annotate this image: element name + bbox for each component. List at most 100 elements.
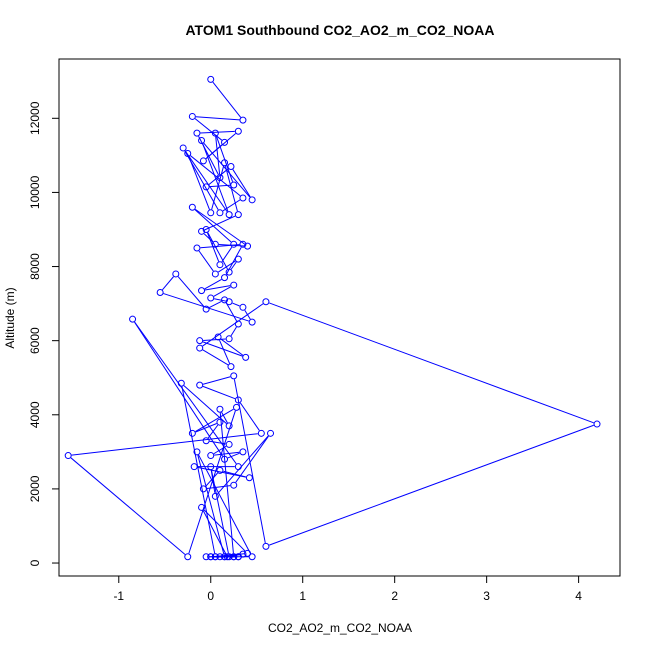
- series-line-segment: [225, 302, 238, 322]
- chart-title: ATOM1 Southbound CO2_AO2_m_CO2_NOAA: [185, 22, 494, 38]
- data-point: [207, 209, 215, 217]
- series-line-segment: [202, 303, 264, 347]
- x-tick-label: 3: [483, 589, 490, 603]
- x-axis-label: CO2_AO2_m_CO2_NOAA: [268, 621, 412, 635]
- data-point: [221, 159, 229, 167]
- series-line-segment: [188, 410, 236, 554]
- data-point: [211, 270, 219, 278]
- data-point: [202, 225, 210, 233]
- data-point: [227, 363, 235, 371]
- data-point: [188, 429, 196, 437]
- data-point: [198, 287, 206, 295]
- data-point: [248, 553, 256, 561]
- series-line-segment: [202, 376, 231, 385]
- series-line-segment: [207, 232, 228, 270]
- y-tick-label: 12000: [28, 101, 42, 135]
- series-line-segment: [200, 244, 240, 249]
- data-point: [211, 553, 219, 561]
- data-point: [190, 463, 198, 471]
- data-point: [262, 298, 270, 306]
- data-point: [230, 372, 238, 380]
- series-line-segment: [195, 423, 217, 433]
- x-axis: -1 0 1 2 3 4: [113, 575, 582, 603]
- data-point: [232, 403, 240, 411]
- data-point: [202, 553, 210, 561]
- data-point: [239, 448, 247, 456]
- series-line-segment: [217, 435, 269, 495]
- data-point: [234, 255, 242, 263]
- data-point: [230, 553, 238, 561]
- data-series: [64, 75, 601, 561]
- series-line-segment: [225, 247, 242, 275]
- series-line-segment: [206, 485, 231, 489]
- y-axis-label: Altitude (m): [3, 287, 17, 348]
- data-point: [225, 335, 233, 343]
- data-point: [129, 315, 137, 323]
- data-point: [244, 242, 252, 250]
- data-point: [188, 203, 196, 211]
- data-point: [198, 227, 206, 235]
- series-line-segment: [239, 402, 260, 431]
- series-line-segment: [202, 349, 229, 366]
- y-tick-label: 0: [28, 559, 42, 566]
- data-point: [221, 296, 229, 304]
- series-line-segment: [269, 302, 594, 424]
- data-point: [199, 157, 207, 165]
- series-line-segment: [204, 278, 222, 290]
- y-tick-label: 10000: [28, 175, 42, 209]
- series-line-segment: [213, 286, 231, 297]
- x-tick-label: 1: [299, 589, 306, 603]
- data-point: [221, 553, 229, 561]
- data-point: [207, 463, 215, 471]
- y-tick-label: 4000: [28, 401, 42, 428]
- data-point: [227, 162, 235, 170]
- series-line-segment: [230, 326, 237, 337]
- data-point: [267, 429, 275, 437]
- series-line-segment: [177, 276, 205, 307]
- series-line-segment: [222, 199, 241, 212]
- series-line-segment: [198, 250, 214, 272]
- data-point: [184, 150, 192, 158]
- data-point: [211, 240, 219, 248]
- y-tick-label: 2000: [28, 475, 42, 502]
- data-point: [202, 183, 210, 191]
- data-point: [230, 181, 238, 189]
- series-line-segment: [183, 385, 227, 424]
- data-point: [225, 268, 233, 276]
- series-line-segment: [202, 385, 236, 400]
- series-line-segment: [202, 341, 243, 357]
- data-point: [216, 174, 224, 182]
- data-point: [216, 209, 224, 217]
- data-point: [184, 553, 192, 561]
- series-line-segment: [204, 215, 236, 231]
- data-point: [156, 288, 164, 296]
- data-point: [207, 294, 215, 302]
- data-point: [230, 240, 238, 248]
- data-point: [221, 274, 229, 282]
- data-point: [196, 344, 204, 352]
- y-tick-label: 6000: [28, 327, 42, 354]
- data-point: [225, 440, 233, 448]
- series-line-segment: [194, 118, 223, 141]
- data-point: [199, 485, 207, 493]
- series-line-segment: [188, 156, 210, 210]
- x-tick-label: -1: [113, 589, 124, 603]
- data-point: [234, 463, 242, 471]
- y-axis: 0 2000 4000 6000 8000 10000 12000: [28, 101, 60, 566]
- data-point: [239, 116, 247, 124]
- data-point: [198, 503, 206, 511]
- data-point: [248, 318, 256, 326]
- series-line-segment: [209, 301, 222, 309]
- data-point: [216, 553, 224, 561]
- data-point: [225, 211, 233, 219]
- series-line-segment: [227, 452, 240, 459]
- data-point: [202, 437, 210, 445]
- data-point: [225, 553, 233, 561]
- data-point: [593, 420, 601, 428]
- series-line-segment: [220, 338, 244, 356]
- series-line-segment: [198, 136, 219, 175]
- x-tick-label: 2: [391, 589, 398, 603]
- series-line-segment: [194, 209, 232, 243]
- series-line-segment: [198, 454, 251, 554]
- data-point: [216, 418, 224, 426]
